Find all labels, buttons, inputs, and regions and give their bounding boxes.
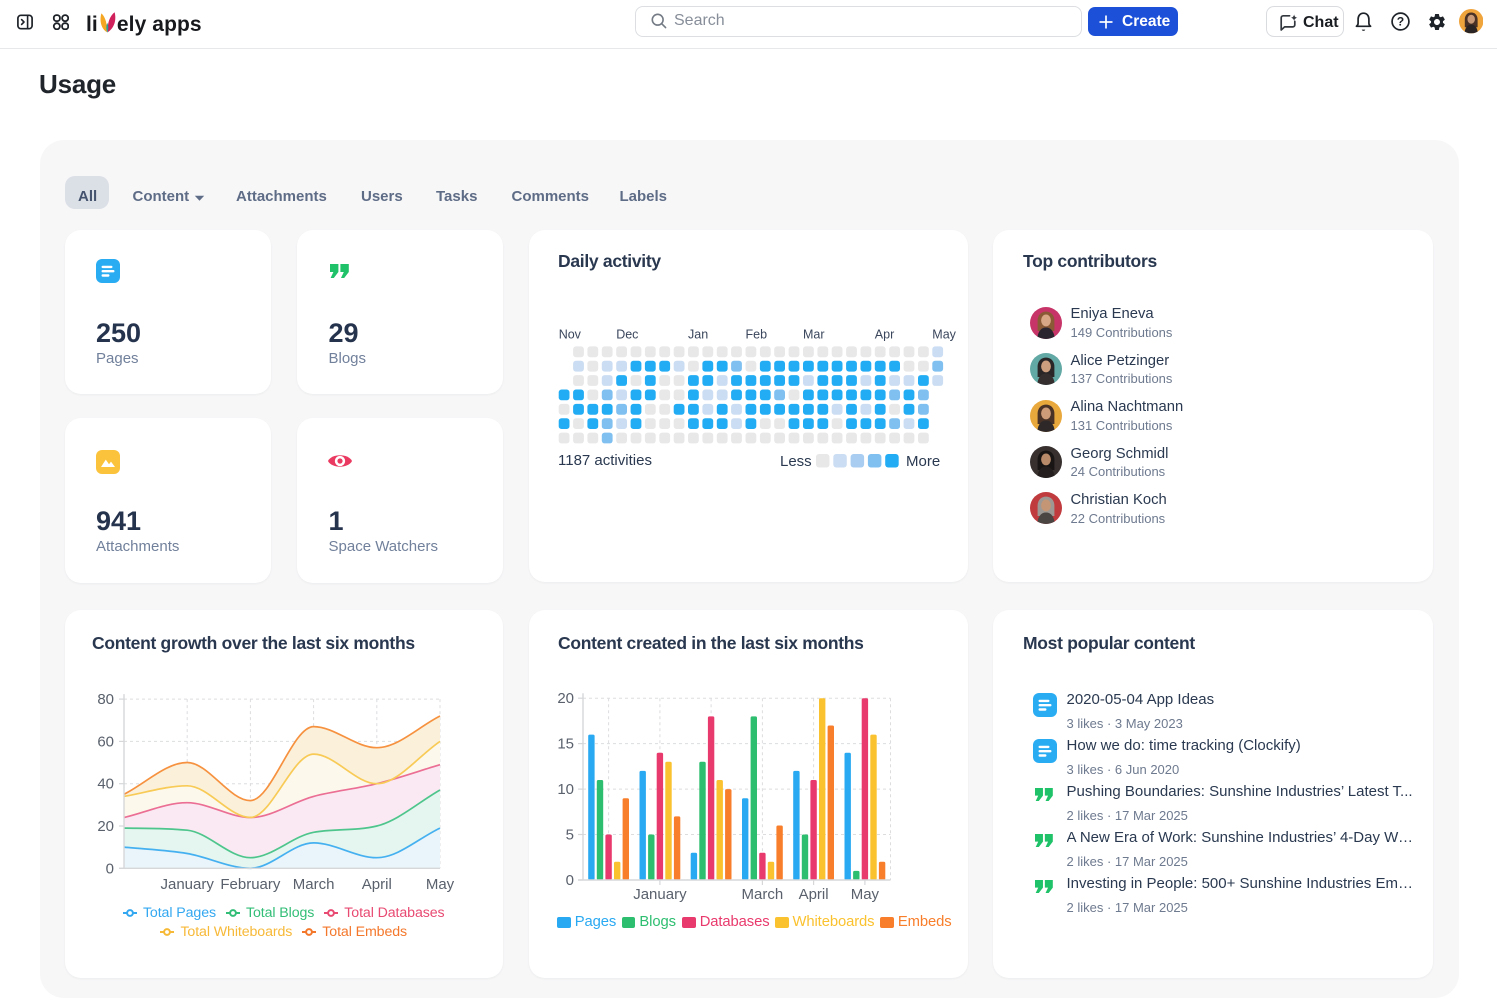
svg-text:Mar: Mar [803,328,825,342]
svg-text:40: 40 [97,776,114,793]
svg-text:15: 15 [557,736,574,753]
svg-text:20: 20 [557,690,574,707]
svg-text:April: April [362,876,392,893]
svg-text:5: 5 [566,827,574,844]
svg-text:March: March [293,876,335,893]
svg-text:0: 0 [566,872,574,889]
svg-text:0: 0 [106,860,114,877]
svg-text:May: May [851,886,880,902]
svg-text:20: 20 [97,818,114,835]
svg-text:May: May [932,328,956,342]
svg-text:May: May [426,876,455,893]
svg-text:Jan: Jan [688,328,708,342]
svg-text:Apr: Apr [875,328,894,342]
svg-text:April: April [799,886,829,902]
svg-text:March: March [742,886,784,902]
svg-text:Dec: Dec [616,328,638,342]
svg-text:January: January [161,876,215,893]
svg-text:?: ? [1397,15,1404,29]
svg-text:Feb: Feb [746,328,768,342]
svg-text:80: 80 [97,691,114,708]
svg-text:Nov: Nov [559,328,582,342]
svg-text:January: January [633,886,687,902]
svg-text:60: 60 [97,733,114,750]
svg-text:10: 10 [557,781,574,798]
svg-text:February: February [220,876,281,893]
